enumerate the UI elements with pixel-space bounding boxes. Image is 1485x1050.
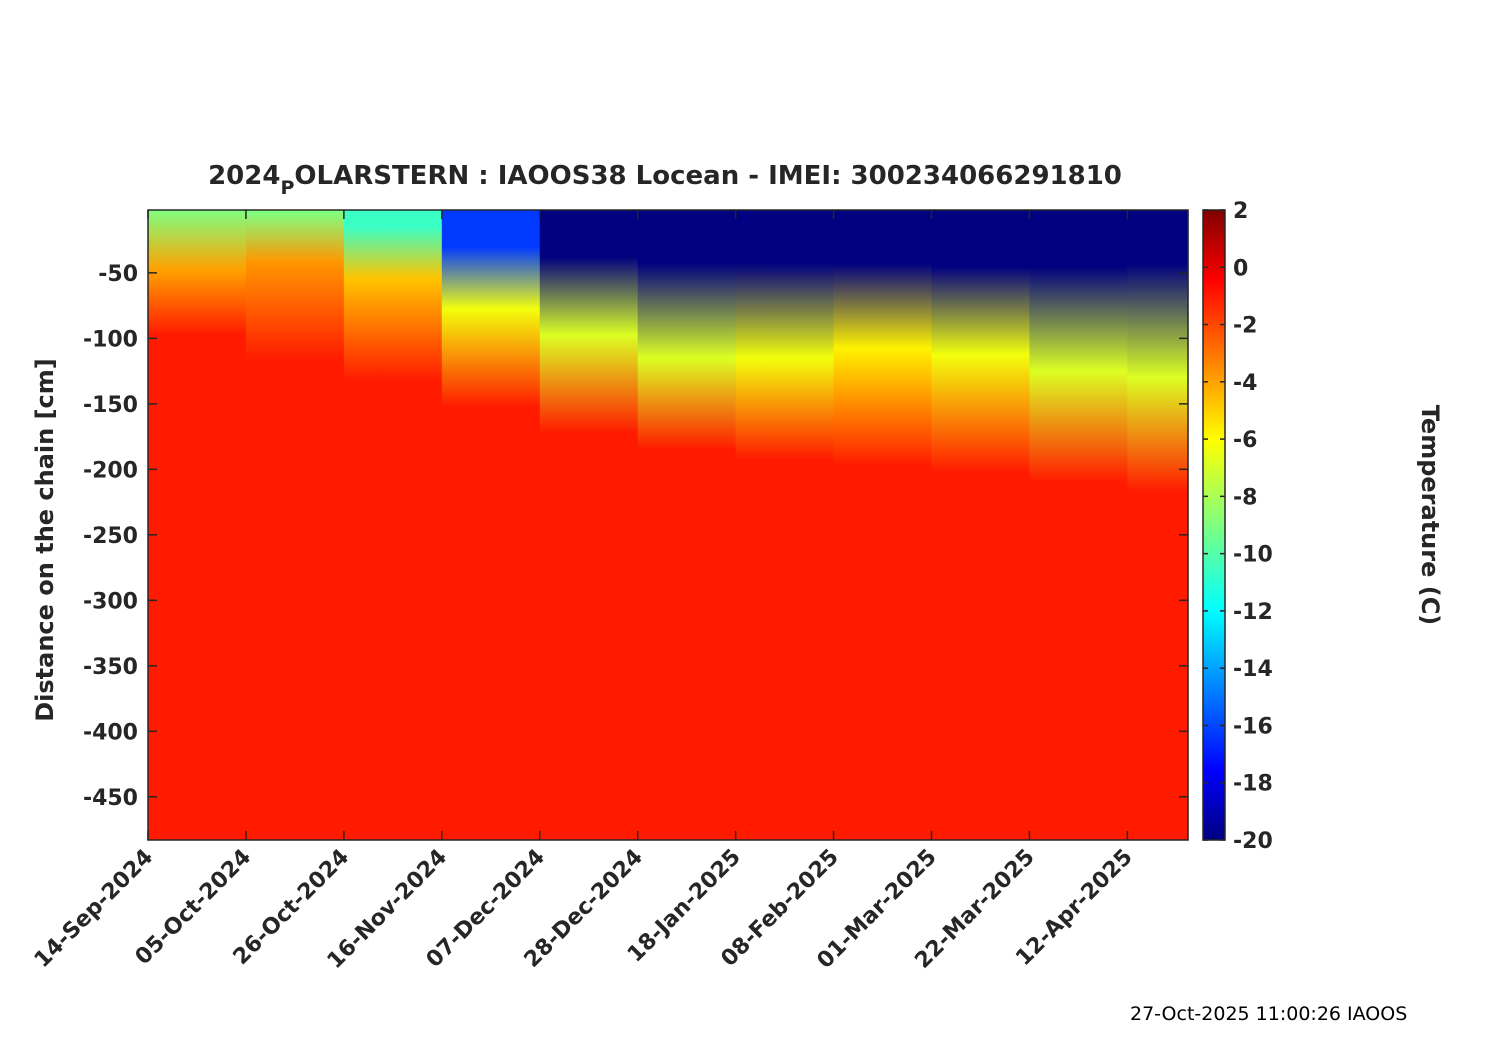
footer-timestamp: 27-Oct-2025 11:00:26 IAOOS bbox=[1130, 1003, 1408, 1025]
colorbar-tick-label: -12 bbox=[1233, 600, 1273, 625]
heatmap-column bbox=[539, 210, 639, 840]
colorbar-tick-label: -6 bbox=[1233, 428, 1257, 453]
colorbar-label: Temperature (C) bbox=[1416, 405, 1444, 626]
chart-title-main: 2024 bbox=[208, 161, 280, 191]
colorbar-tick-label: -18 bbox=[1233, 772, 1273, 797]
heatmap-column bbox=[343, 210, 443, 840]
y-tick-label: -50 bbox=[98, 262, 138, 287]
heatmap-column bbox=[735, 210, 835, 840]
colorbar-tick-label: -10 bbox=[1233, 543, 1273, 568]
heatmap-plot-area bbox=[148, 210, 1189, 840]
colorbar-ticks: 2 0 -2 -4 -6 -8 -10 -12 -14 -16 -18 -20 bbox=[1203, 199, 1273, 854]
y-tick-label: -350 bbox=[83, 655, 138, 680]
heatmap-column bbox=[441, 210, 541, 840]
colorbar-tick-label: -2 bbox=[1233, 314, 1257, 339]
heatmap-column bbox=[931, 210, 1031, 840]
y-tick-label: -300 bbox=[83, 589, 138, 614]
chart-title-sub: P bbox=[280, 177, 294, 199]
y-tick-label: -150 bbox=[83, 393, 138, 418]
colorbar-tick-label: -8 bbox=[1233, 485, 1257, 510]
y-tick-label: -450 bbox=[83, 786, 138, 811]
axes-box bbox=[147, 209, 1189, 841]
colorbar-tick-label: 0 bbox=[1233, 256, 1248, 281]
chart-title-rest: OLARSTERN : IAOOS38 Locean - IMEI: 30023… bbox=[294, 161, 1122, 191]
heatmap-column bbox=[1127, 210, 1189, 840]
colorbar-tick-label: -4 bbox=[1233, 371, 1257, 396]
colorbar-tick-label: 2 bbox=[1233, 199, 1248, 224]
heatmap-column bbox=[148, 210, 247, 840]
y-tick-label: -100 bbox=[83, 327, 138, 352]
y-axis-label: Distance on the chain [cm] bbox=[31, 358, 59, 722]
heatmap-column bbox=[245, 210, 345, 840]
chart-title: 2024POLARSTERN : IAOOS38 Locean - IMEI: … bbox=[208, 161, 1122, 199]
heatmap-column bbox=[833, 210, 933, 840]
y-axis-ticks: -50 -100 -150 -200 -250 -300 -350 -400 -450 bbox=[83, 262, 1188, 811]
heatmap-column bbox=[637, 210, 737, 840]
heatmap-column bbox=[1029, 210, 1128, 840]
y-tick-label: -250 bbox=[83, 524, 138, 549]
y-tick-label: -200 bbox=[83, 458, 138, 483]
colorbar bbox=[1202, 209, 1226, 841]
colorbar-tick-label: -14 bbox=[1233, 657, 1273, 682]
y-tick-label: -400 bbox=[83, 720, 138, 745]
colorbar-tick-label: -16 bbox=[1233, 714, 1273, 739]
colorbar-tick-label: -20 bbox=[1233, 829, 1273, 854]
